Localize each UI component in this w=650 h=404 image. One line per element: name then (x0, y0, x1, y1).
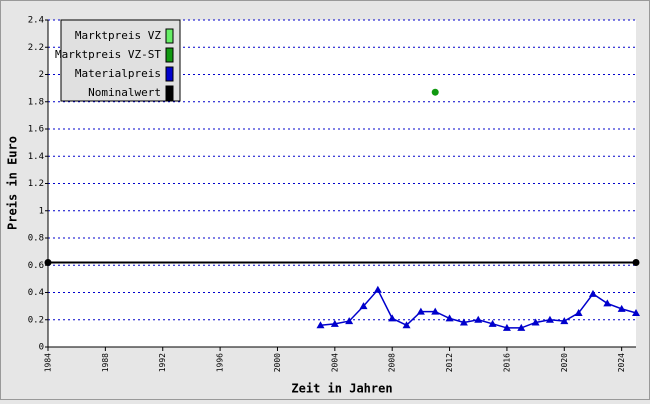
marker (44, 259, 52, 267)
legend-label: Nominalwert (88, 86, 161, 99)
x-tick-label: 2008 (388, 353, 397, 372)
x-axis-title: Zeit in Jahren (291, 382, 392, 396)
legend-swatch (165, 28, 174, 44)
marker (502, 323, 511, 331)
x-tick-label: 2004 (330, 353, 339, 372)
y-tick-label: 1.4 (28, 152, 44, 162)
marker (416, 307, 425, 315)
marker (574, 308, 583, 316)
x-tick-label: 1988 (101, 353, 110, 372)
y-tick-label: 1.6 (28, 125, 44, 135)
x-tick-label: 2012 (445, 353, 454, 372)
legend-box (60, 19, 181, 102)
y-tick-label: 0.8 (28, 234, 44, 244)
legend: Marktpreis VZ Marktpreis VZ-ST Materialpre… (55, 19, 181, 102)
y-axis-title: Preis in Euro (6, 136, 20, 230)
y-tick-label: 0.6 (28, 261, 44, 271)
y-tick-label: 1.8 (28, 97, 44, 107)
marker (459, 318, 468, 326)
y-tick-label: 0.2 (28, 315, 44, 325)
marker (560, 317, 569, 325)
legend-label: Materialpreis (75, 67, 161, 80)
marker (517, 323, 526, 331)
legend-label: Marktpreis VZ (75, 29, 161, 42)
x-tick-label: 1992 (158, 353, 167, 372)
marker (402, 321, 411, 329)
y-tick-label: 0.4 (28, 288, 44, 298)
y-tick-label: 0 (39, 343, 44, 353)
marker (431, 88, 439, 96)
marker (345, 317, 354, 325)
x-tick-label: 1984 (44, 353, 53, 372)
x-tick-label: 1996 (216, 353, 225, 372)
x-tick-label: 2016 (502, 353, 511, 372)
y-tick-label: 1.2 (28, 179, 44, 189)
marker (431, 307, 440, 315)
marker (359, 302, 368, 310)
legend-swatch (165, 47, 174, 63)
marker (373, 285, 382, 293)
marker (388, 314, 397, 322)
marker (316, 321, 325, 329)
legend-label: Marktpreis VZ-ST (55, 48, 161, 61)
x-tick-label: 2000 (273, 353, 282, 372)
marker (488, 319, 497, 327)
marker (474, 315, 483, 323)
marker (588, 289, 597, 297)
y-tick-label: 1 (39, 206, 44, 216)
marker (617, 304, 626, 312)
marker (330, 319, 339, 327)
marker (632, 259, 640, 267)
x-tick-label: 2024 (617, 353, 626, 372)
marker (545, 315, 554, 323)
marker (445, 314, 454, 322)
y-tick-label: 2 (39, 70, 44, 80)
legend-swatch (165, 85, 174, 101)
x-tick-label: 2020 (560, 353, 569, 372)
marker (531, 318, 540, 326)
y-tick-label: 2.4 (28, 16, 44, 26)
marker (632, 308, 640, 316)
marker (603, 299, 612, 307)
legend-swatch (165, 66, 174, 82)
y-tick-label: 2.2 (28, 43, 44, 53)
